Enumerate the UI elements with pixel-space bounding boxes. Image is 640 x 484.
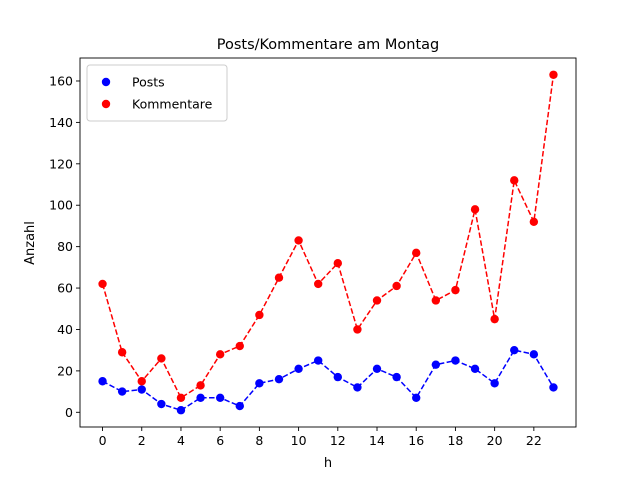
data-point-kommentare-23 [549, 70, 558, 79]
data-point-kommentare-22 [529, 217, 539, 226]
y-tick-label-120: 120 [49, 156, 73, 171]
data-point-posts-15 [392, 372, 401, 382]
legend-label-posts: Posts [132, 75, 165, 90]
data-point-posts-19 [470, 364, 480, 374]
x-tick-label-10: 10 [291, 433, 307, 448]
data-point-posts-18 [451, 356, 460, 365]
y-tick-label-100: 100 [49, 198, 73, 213]
data-point-kommentare-16 [412, 248, 421, 258]
x-tick-label-12: 12 [330, 433, 346, 448]
data-point-posts-21 [510, 345, 519, 355]
data-point-posts-6 [215, 393, 225, 402]
axes: 0 2 4 6 8 10 12 14 16 18 20 22 0 20 40 60 80 100 120 140 160 [49, 57, 577, 448]
data-point-kommentare-2 [137, 377, 146, 386]
x-tick-label-22: 22 [526, 433, 542, 448]
legend-label-kommentare: Kommentare [132, 97, 213, 112]
data-point-kommentare-0 [98, 279, 107, 289]
data-point-kommentare-11 [314, 279, 323, 289]
y-axis-label: Anzahl [23, 221, 38, 265]
data-point-kommentare-6 [215, 350, 225, 359]
data-point-posts-0 [98, 377, 107, 386]
data-point-posts-14 [372, 364, 382, 374]
x-tick-label-18: 18 [447, 433, 463, 448]
x-axis-label: h [324, 456, 332, 471]
data-point-kommentare-4 [176, 393, 186, 402]
data-point-posts-20 [490, 379, 499, 388]
data-point-kommentare-15 [392, 281, 401, 291]
data-point-kommentare-21 [510, 176, 519, 185]
y-tick-label-140: 140 [49, 115, 73, 130]
data-point-posts-2 [137, 385, 146, 394]
data-point-kommentare-9 [274, 273, 284, 282]
data-point-kommentare-18 [451, 285, 460, 295]
data-point-posts-9 [274, 374, 284, 384]
legend-marker-posts [101, 77, 111, 87]
data-point-posts-17 [431, 360, 441, 369]
x-tick-label-8: 8 [255, 433, 263, 448]
y-tick-label-160: 160 [49, 73, 73, 88]
chart-title: Posts/Kommentare am Montag [217, 37, 440, 53]
data-point-posts-16 [412, 393, 421, 402]
data-point-kommentare-1 [117, 348, 127, 357]
data-point-kommentare-14 [372, 296, 382, 305]
x-tick-label-16: 16 [408, 433, 424, 448]
data-point-kommentare-7 [235, 341, 244, 351]
legend-marker-kommentare [101, 99, 111, 109]
legend: Posts Kommentare [86, 64, 228, 122]
data-point-kommentare-8 [255, 310, 264, 320]
series-line-kommentare [101, 74, 555, 399]
x-tick-label-0: 0 [99, 433, 107, 448]
x-tick-label-6: 6 [216, 433, 224, 448]
x-tick-label-14: 14 [369, 433, 385, 448]
data-point-posts-22 [529, 350, 539, 359]
y-tick-label-20: 20 [57, 363, 73, 378]
data-point-posts-13 [353, 383, 362, 392]
x-tick-label-2: 2 [138, 433, 146, 448]
data-point-kommentare-20 [490, 314, 499, 324]
data-point-posts-8 [255, 379, 264, 388]
y-tick-label-40: 40 [57, 322, 73, 337]
data-point-kommentare-19 [470, 205, 480, 214]
data-point-posts-10 [294, 364, 303, 374]
data-point-kommentare-17 [431, 296, 441, 305]
axes-frame [79, 57, 577, 428]
y-tick-label-0: 0 [65, 405, 73, 420]
data-point-kommentare-10 [294, 236, 303, 245]
x-tick-label-4: 4 [177, 433, 185, 448]
data-point-posts-5 [196, 393, 205, 402]
data-point-posts-3 [157, 399, 166, 409]
y-tick-label-80: 80 [57, 239, 73, 254]
data-point-posts-12 [333, 372, 342, 382]
data-point-kommentare-5 [196, 381, 205, 390]
data-point-kommentare-3 [157, 354, 166, 363]
legend-box [86, 64, 228, 122]
x-tick-label-20: 20 [487, 433, 503, 448]
data-point-posts-4 [176, 406, 186, 415]
data-point-kommentare-12 [333, 259, 342, 268]
data-point-posts-11 [314, 356, 323, 365]
y-tick-label-60: 60 [57, 281, 73, 296]
plot-area [98, 70, 558, 415]
data-point-posts-7 [235, 401, 244, 411]
data-point-kommentare-13 [353, 325, 362, 334]
data-point-posts-23 [549, 383, 558, 392]
data-point-posts-1 [117, 387, 127, 396]
